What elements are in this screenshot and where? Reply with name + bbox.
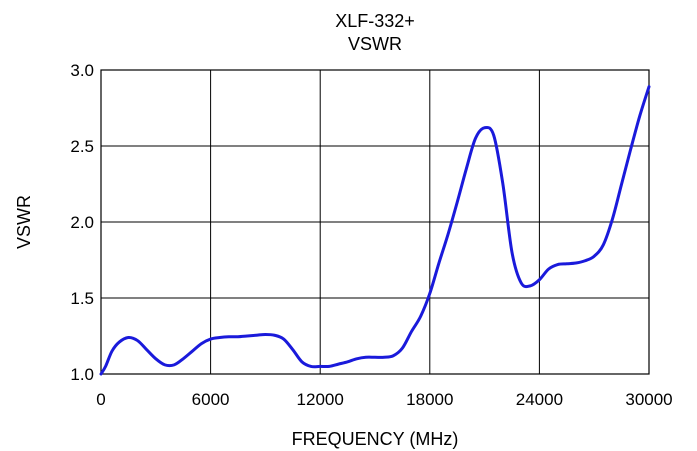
chart-title: XLF-332+ [335,11,415,31]
x-tick-label: 12000 [297,390,344,409]
x-tick-label: 6000 [192,390,230,409]
series-line [99,85,651,376]
x-tick-labels: 0 6000 12000 18000 24000 30000 [96,390,672,409]
plot-area [100,69,650,375]
y-axis-label: VSWR [14,195,34,249]
x-tick-label: 0 [96,390,105,409]
y-tick-labels: 1.0 1.5 2.0 2.5 3.0 [70,61,94,384]
grid [101,70,649,374]
y-tick-label: 1.0 [70,365,94,384]
y-tick-label: 1.5 [70,289,94,308]
y-tick-label: 2.5 [70,137,94,156]
y-tick-label: 2.0 [70,213,94,232]
x-tick-label: 30000 [625,390,672,409]
x-tick-label: 24000 [516,390,563,409]
series-layer [99,85,651,376]
chart-subtitle: VSWR [348,34,402,54]
y-tick-label: 3.0 [70,61,94,80]
x-tick-label: 18000 [406,390,453,409]
x-axis-label: FREQUENCY (MHz) [292,429,459,449]
